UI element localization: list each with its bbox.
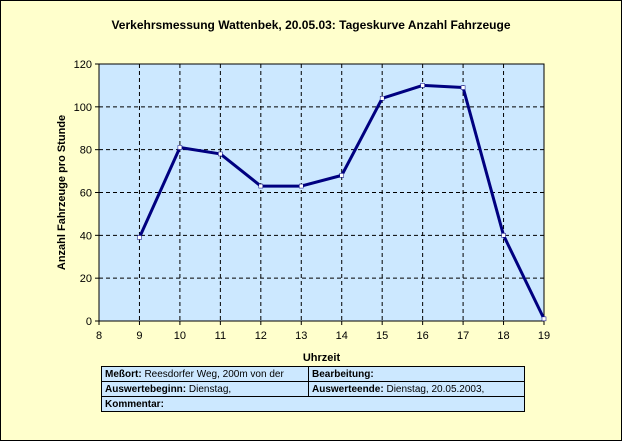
data-point [501, 233, 506, 238]
y-tick-label: 60 [80, 188, 92, 200]
auswertebeginn-cell: Auswertebeginn: Dienstag, [101, 381, 309, 397]
x-tick-label: 13 [295, 330, 307, 342]
auswerteende-label: Auswerteende: [312, 383, 384, 395]
x-tick-label: 19 [538, 330, 550, 342]
data-point [541, 316, 547, 322]
tick-labels: 0 20 40 60 80 100 120 8 9 10 11 12 13 14 15 16 17 18 19 [74, 59, 550, 342]
x-tick-label: 9 [136, 330, 142, 342]
chart-title: Verkehrsmessung Wattenbek, 20.05.03: Tag… [111, 18, 511, 32]
info-row-2: Auswertebeginn: Dienstag, Auswerteende: … [101, 381, 525, 397]
data-point [218, 151, 223, 157]
data-point [420, 83, 425, 88]
data-point [460, 85, 466, 90]
auswerteende-cell: Auswerteende: Dienstag, 20.05.2003, [308, 381, 525, 397]
messort-cell: Meßort: Reesdorfer Weg, 200m von der [101, 366, 309, 382]
messort-value: Reesdorfer Weg, 200m von der [144, 368, 284, 380]
data-point [339, 173, 344, 178]
data-point [258, 183, 264, 189]
info-row-3: Kommentar: [101, 396, 525, 412]
x-tick-label: 11 [215, 330, 226, 342]
x-tick-label: 16 [417, 330, 429, 342]
data-point [177, 145, 183, 150]
info-table: Meßort: Reesdorfer Weg, 200m von der Bea… [101, 366, 525, 412]
x-tick-label: 12 [255, 330, 267, 342]
bearbeitung-cell: Bearbeitung: [308, 366, 525, 382]
data-markers [137, 83, 547, 322]
data-point [137, 235, 142, 240]
kommentar-cell: Kommentar: [101, 396, 525, 412]
bearbeitung-label: Bearbeitung: [312, 368, 374, 380]
x-tick-label: 8 [96, 330, 102, 342]
x-axis-label: Uhrzeit [303, 352, 341, 364]
auswerteende-value: Dienstag, 20.05.2003, [386, 383, 485, 395]
x-tick-label: 17 [457, 330, 469, 342]
auswertebeginn-value: Dienstag, [188, 383, 232, 395]
data-point [299, 183, 304, 189]
y-tick-label: 100 [74, 102, 92, 114]
x-tick-label: 18 [497, 330, 509, 342]
data-point [379, 96, 385, 101]
plot-border [98, 63, 545, 322]
x-tick-label: 14 [336, 330, 348, 342]
y-tick-label: 120 [74, 59, 92, 71]
kommentar-label: Kommentar: [105, 398, 164, 410]
info-row-1: Meßort: Reesdorfer Weg, 200m von der Bea… [101, 366, 525, 382]
auswertebeginn-label: Auswertebeginn: [105, 383, 187, 395]
x-tick-label: 15 [376, 330, 388, 342]
grid-lines [99, 63, 545, 321]
y-tick-label: 80 [80, 145, 92, 157]
y-axis-label: Anzahl Fahrzeuge pro Stunde [56, 115, 68, 270]
y-tick-label: 40 [80, 230, 92, 242]
x-tick-label: 10 [174, 330, 186, 342]
messort-label: Meßort: [105, 368, 142, 380]
y-tick-label: 0 [86, 316, 92, 328]
y-tick-label: 20 [80, 273, 92, 285]
axes [95, 63, 545, 325]
